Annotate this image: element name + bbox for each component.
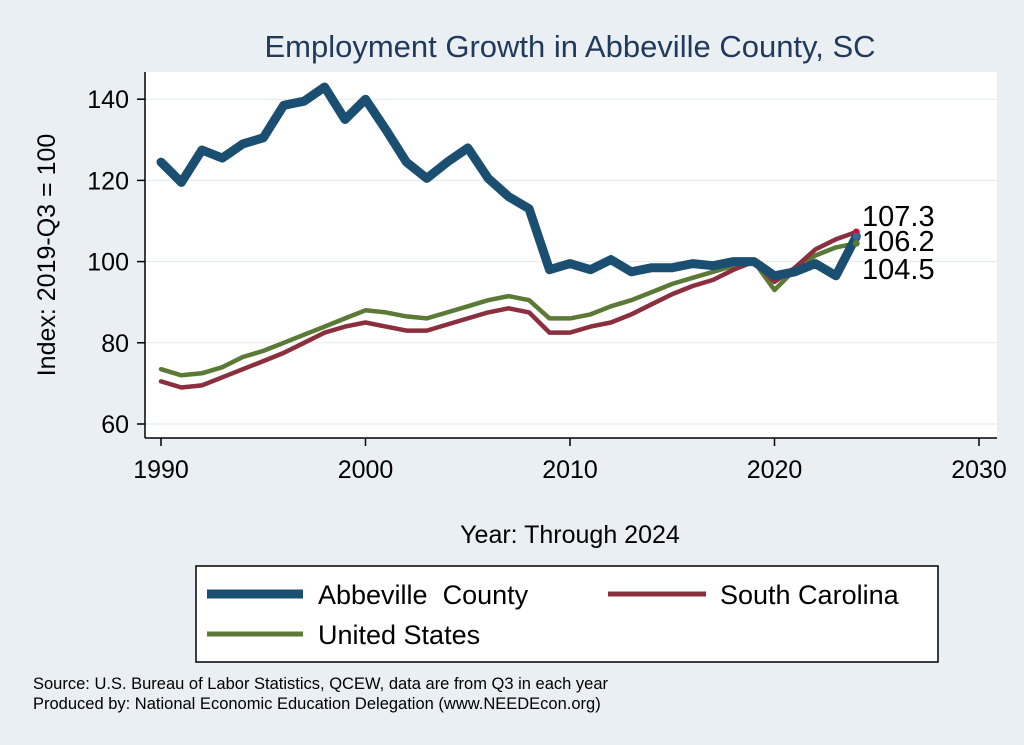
source-line: Source: U.S. Bureau of Labor Statistics,… <box>33 675 609 693</box>
end-point <box>852 232 860 240</box>
end-value-label: 104.5 <box>862 254 935 286</box>
end-value-label: 107.3 <box>862 201 935 233</box>
legend-label-south-carolina: South Carolina <box>720 580 900 610</box>
end-point <box>852 239 860 247</box>
series-line-south-carolina <box>158 229 859 390</box>
series-layer <box>156 82 861 390</box>
legend-box <box>195 565 939 663</box>
chart-title: Employment Growth in Abbeville County, S… <box>264 29 875 64</box>
legend-label-abbeville: Abbeville County <box>318 580 529 610</box>
producer-line: Produced by: National Economic Education… <box>33 695 601 713</box>
end-value-label: 106.2 <box>862 226 935 258</box>
y-tick-label: 80 <box>101 330 129 358</box>
x-tick-label: 1990 <box>133 456 189 484</box>
legend-label-united-states: United States <box>318 620 480 650</box>
y-tick-label: 100 <box>87 249 129 277</box>
x-tick-label: 2000 <box>338 456 394 484</box>
y-tick-label: 140 <box>87 86 129 114</box>
plot-area <box>145 72 997 438</box>
x-axis-title: Year: Through 2024 <box>460 521 680 549</box>
x-tick-label: 2010 <box>542 456 598 484</box>
y-tick-label: 60 <box>101 411 129 439</box>
x-tick-label: 2020 <box>747 456 803 484</box>
legend: Abbeville County South Carolina United S… <box>195 565 939 663</box>
y-axis-title: Index: 2019-Q3 = 100 <box>33 134 61 377</box>
series-line-abbeville-county <box>156 82 861 281</box>
y-tick-label: 120 <box>87 167 129 195</box>
x-tick-label: 2030 <box>951 456 1007 484</box>
y-axis: 60 80 100 120 140 <box>87 72 146 439</box>
x-axis: 1990 2000 2010 2020 2030 <box>133 437 1007 484</box>
